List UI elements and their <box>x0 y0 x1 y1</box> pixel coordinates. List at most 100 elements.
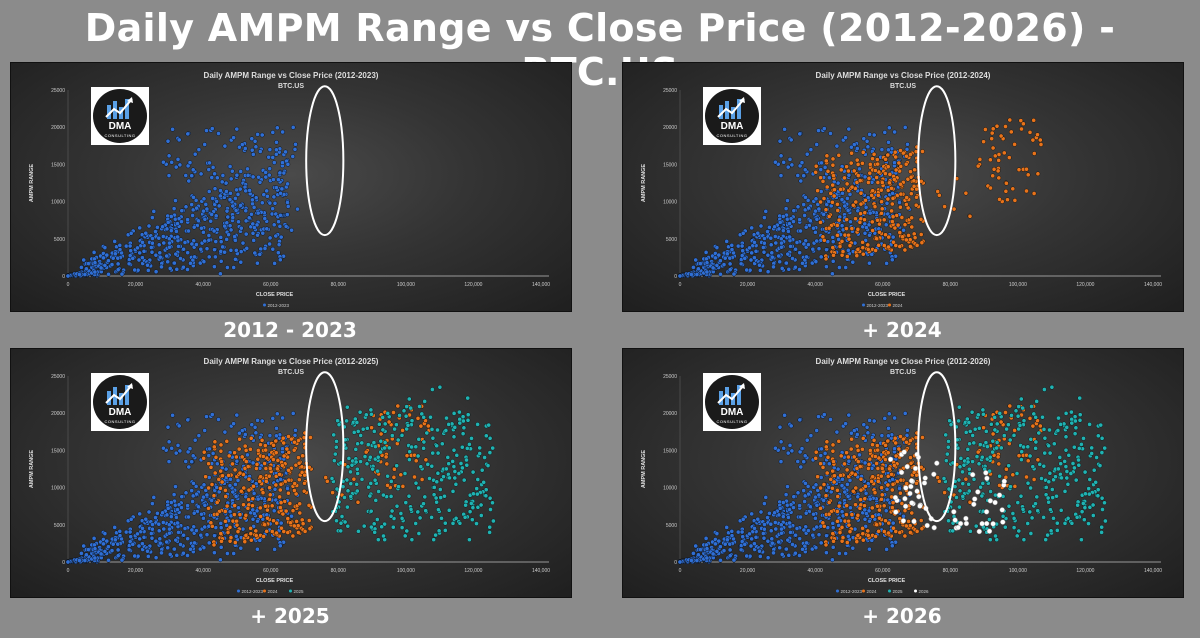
data-point <box>834 143 840 149</box>
data-point <box>166 153 172 159</box>
data-point <box>191 195 196 200</box>
data-point <box>875 466 881 471</box>
data-point <box>243 448 249 453</box>
data-point <box>855 448 861 453</box>
data-point <box>703 536 709 541</box>
data-point <box>908 152 913 157</box>
data-point <box>146 223 152 229</box>
y-tick-label: 10000 <box>51 486 65 492</box>
data-point <box>851 168 857 174</box>
y-tick-label: 25000 <box>51 88 65 94</box>
data-point <box>813 196 819 202</box>
x-tick-label: 0 <box>67 282 70 288</box>
data-point <box>718 557 723 563</box>
x-tick-label: 140,000 <box>1144 568 1162 574</box>
data-point <box>248 537 254 543</box>
data-point <box>986 517 992 522</box>
data-point <box>727 255 733 261</box>
data-point <box>886 425 891 431</box>
data-point <box>342 519 348 525</box>
data-point <box>886 433 891 439</box>
data-point <box>877 229 882 235</box>
data-point <box>975 412 981 418</box>
data-point <box>375 537 381 543</box>
data-point <box>1004 466 1009 472</box>
legend-marker <box>263 303 266 307</box>
series-2025 <box>941 384 1108 543</box>
data-point <box>296 438 301 443</box>
y-tick-label: 15000 <box>51 162 65 168</box>
data-point <box>967 213 973 219</box>
data-point <box>194 491 199 497</box>
data-point <box>850 545 856 551</box>
data-point <box>1077 412 1083 418</box>
x-tick-label: 120,000 <box>464 282 482 288</box>
data-point <box>237 470 243 476</box>
data-point <box>698 547 703 552</box>
data-point <box>227 509 233 515</box>
data-point <box>742 256 748 261</box>
data-point <box>862 174 868 180</box>
data-point <box>358 433 364 438</box>
data-point <box>130 542 136 547</box>
data-point <box>867 518 872 524</box>
data-point <box>904 202 909 207</box>
data-point <box>909 224 915 230</box>
data-point <box>867 232 872 238</box>
data-point <box>267 485 272 491</box>
data-point <box>153 538 159 544</box>
data-point <box>239 142 245 147</box>
data-point <box>776 512 782 518</box>
data-point <box>876 528 882 534</box>
data-point <box>844 512 849 517</box>
data-point <box>845 533 851 539</box>
data-point <box>1086 521 1091 526</box>
chart-subtitle: BTC.US <box>278 83 304 90</box>
data-point <box>128 230 134 236</box>
data-point <box>444 415 449 421</box>
data-point <box>285 161 291 167</box>
data-point <box>77 272 82 277</box>
data-point <box>471 491 476 497</box>
x-tick-label: 120,000 <box>1076 282 1094 288</box>
data-point <box>441 474 446 480</box>
x-tick-label: 60,000 <box>875 568 891 574</box>
data-point <box>281 453 287 459</box>
legend-label: 2012-2023 <box>268 303 290 308</box>
data-point <box>800 546 805 552</box>
data-point <box>186 514 191 520</box>
data-point <box>849 150 854 156</box>
data-point <box>1031 151 1037 156</box>
data-point <box>187 160 193 165</box>
data-point <box>106 557 111 563</box>
data-point <box>893 167 899 173</box>
logo-text: DMA <box>108 407 132 418</box>
data-point <box>846 232 851 238</box>
data-point <box>905 141 910 147</box>
data-point <box>260 490 266 496</box>
data-point <box>704 546 710 552</box>
data-point <box>767 510 772 516</box>
data-point <box>881 243 887 248</box>
data-point <box>84 552 89 558</box>
data-point <box>150 501 155 506</box>
data-point <box>890 214 896 220</box>
data-point <box>364 461 370 467</box>
data-point <box>431 485 437 490</box>
data-point <box>263 503 268 509</box>
data-point <box>724 537 730 543</box>
data-point <box>418 464 424 470</box>
data-point <box>822 165 828 170</box>
y-tick-label: 5000 <box>54 237 65 243</box>
data-point <box>270 416 276 421</box>
logo-subtext: CONSULTING <box>716 133 748 138</box>
data-point <box>182 240 188 245</box>
data-point <box>469 436 474 441</box>
data-point <box>990 449 995 455</box>
data-point <box>211 444 217 450</box>
data-point <box>273 233 279 239</box>
data-point <box>840 535 846 541</box>
data-point <box>834 509 840 514</box>
data-point <box>862 496 868 502</box>
data-point <box>867 496 873 502</box>
